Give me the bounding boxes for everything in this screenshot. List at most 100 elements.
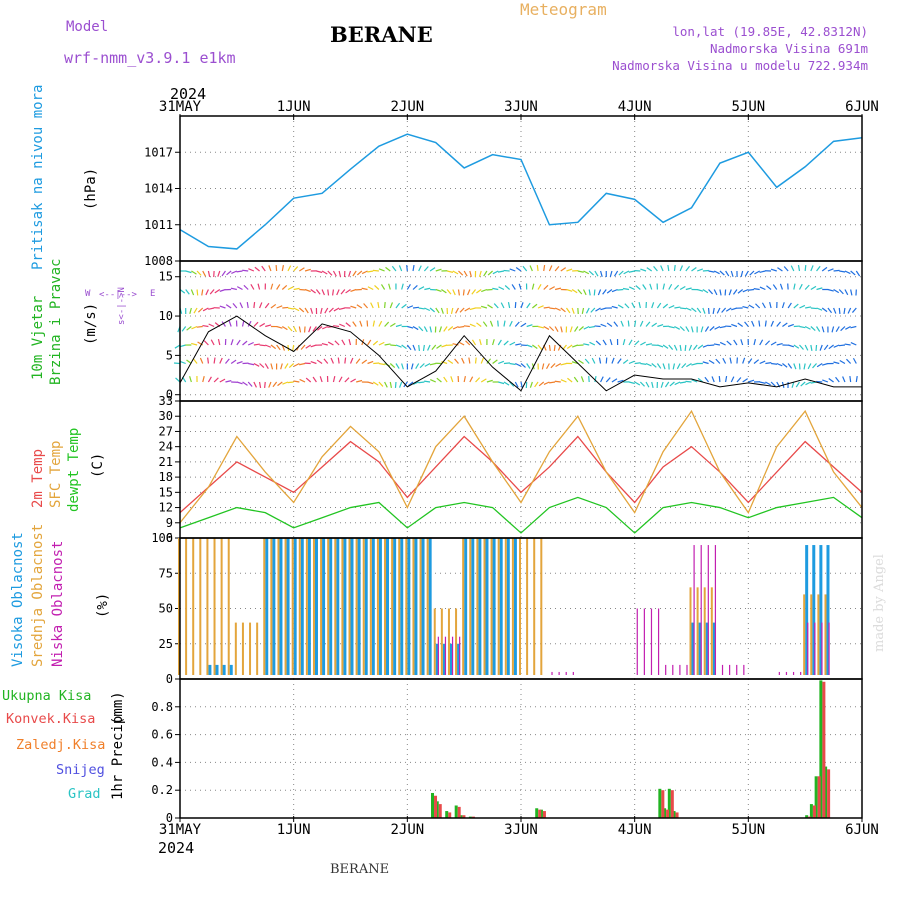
wind-barb bbox=[715, 358, 721, 364]
wind-barb bbox=[721, 307, 727, 313]
cloud-high-bar bbox=[378, 538, 382, 675]
wind-barb bbox=[236, 270, 243, 273]
wind-barb bbox=[605, 377, 611, 383]
wind-barb bbox=[793, 363, 797, 370]
wind-barb bbox=[497, 320, 499, 327]
cloud-low-bar bbox=[665, 664, 667, 675]
wind-barb bbox=[804, 264, 807, 272]
cloud-mid-bar bbox=[703, 587, 706, 675]
wind-barb bbox=[609, 270, 613, 277]
cloud-high-bar bbox=[215, 664, 219, 675]
wind-barb bbox=[418, 265, 422, 272]
wind-barb bbox=[418, 307, 425, 310]
wind-barb bbox=[577, 289, 583, 295]
wind-barb bbox=[293, 266, 299, 272]
wind-barb bbox=[714, 325, 721, 330]
wind-barb bbox=[242, 340, 248, 346]
ytick-label: 0 bbox=[166, 811, 173, 825]
wind-barb bbox=[702, 269, 709, 272]
wind-barb bbox=[731, 307, 738, 311]
wind-barb bbox=[391, 265, 397, 272]
wind-barb bbox=[292, 344, 295, 352]
wind-barb bbox=[424, 307, 431, 312]
wind-barb bbox=[253, 321, 259, 327]
wind-barb bbox=[464, 307, 471, 312]
date-label-top: 5JUN bbox=[731, 99, 766, 115]
cloud-mid-bar bbox=[412, 538, 415, 675]
wind-barb bbox=[548, 265, 553, 272]
wind-barb bbox=[412, 264, 415, 272]
cloud-low-bar bbox=[714, 545, 717, 675]
wind-barb bbox=[345, 289, 351, 294]
wind-barb bbox=[628, 270, 635, 273]
wind-barb bbox=[571, 307, 575, 314]
wind-barb bbox=[709, 326, 715, 332]
cloud-high-bar bbox=[691, 622, 695, 675]
wind-barb bbox=[686, 362, 692, 368]
wind-barb bbox=[468, 357, 471, 364]
ytick-label: 0 bbox=[166, 388, 173, 402]
wind-barb bbox=[344, 377, 350, 383]
precip-total-bar bbox=[805, 815, 809, 818]
wind-barb bbox=[471, 289, 477, 295]
wind-barb bbox=[598, 357, 602, 364]
wind-barb bbox=[744, 321, 749, 327]
wind-barb bbox=[219, 305, 226, 309]
wind-barb bbox=[230, 287, 237, 291]
wind-barb bbox=[839, 359, 846, 365]
ytick-label: 25 bbox=[159, 637, 173, 651]
wind-barb bbox=[702, 344, 709, 348]
wind-barb bbox=[662, 283, 666, 290]
wind-barb bbox=[536, 264, 539, 272]
wind-barb bbox=[338, 376, 343, 383]
wind-barb bbox=[236, 360, 243, 365]
wind-barb bbox=[242, 381, 248, 386]
wind-barb bbox=[569, 326, 573, 333]
year-label-top: 2024 bbox=[170, 85, 207, 103]
wind-barb bbox=[674, 325, 681, 330]
wind-barb bbox=[827, 307, 833, 314]
wind-barb bbox=[611, 378, 618, 383]
wind-barb bbox=[549, 286, 555, 291]
wind-barb bbox=[736, 377, 742, 383]
wind-barb bbox=[725, 375, 728, 383]
wind-barb bbox=[651, 302, 655, 309]
wind-barb bbox=[583, 270, 590, 275]
cloud-high-bar bbox=[229, 664, 233, 675]
wind-barb bbox=[264, 381, 266, 389]
cloud-mid-bar bbox=[483, 538, 486, 675]
wind-barb bbox=[407, 305, 414, 309]
wind-barb bbox=[815, 344, 818, 352]
wind-barb bbox=[498, 381, 505, 385]
wind-barb bbox=[810, 285, 817, 291]
precip-conv-bar bbox=[661, 790, 665, 818]
wind-barb bbox=[730, 270, 734, 277]
cloud-low-bar bbox=[650, 608, 653, 675]
cloud-mid-bar bbox=[256, 622, 259, 675]
wind-barb bbox=[463, 325, 470, 328]
wind-barb bbox=[537, 283, 542, 290]
cloud-high-bar bbox=[314, 538, 318, 675]
wind-barb bbox=[833, 269, 840, 272]
wind-barb bbox=[241, 320, 245, 327]
wind-barb bbox=[597, 289, 602, 296]
wind-barb bbox=[191, 342, 198, 346]
wind-barb bbox=[469, 270, 472, 277]
wind-barb bbox=[367, 286, 374, 291]
precip-conv-bar bbox=[434, 795, 438, 818]
cloud-high-bar bbox=[357, 538, 361, 675]
cloud-high-bar bbox=[371, 538, 375, 675]
wind-barb bbox=[770, 362, 778, 365]
wind-barb bbox=[664, 381, 670, 388]
wind-barb bbox=[385, 266, 391, 272]
ytick-label: 100 bbox=[151, 531, 173, 545]
wind-barb bbox=[747, 288, 755, 291]
wind-barb bbox=[481, 288, 488, 293]
ytick-label: 75 bbox=[159, 566, 173, 580]
wind-barb bbox=[725, 307, 732, 312]
cloud-mid-bar bbox=[490, 538, 493, 675]
wind-barb bbox=[246, 301, 249, 309]
cloud-mid-bar bbox=[312, 538, 315, 675]
wind-barb bbox=[236, 286, 243, 291]
precip-total-bar bbox=[663, 808, 667, 818]
